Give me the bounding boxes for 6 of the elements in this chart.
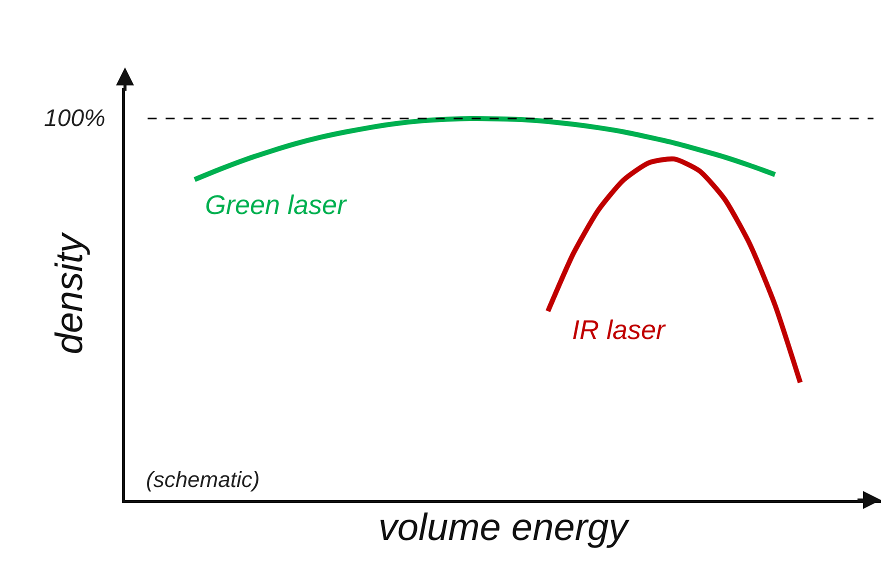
x-axis-title: volume energy (378, 507, 630, 550)
y-axis-title: density (49, 232, 92, 354)
annotation: (schematic) (146, 467, 260, 492)
series-label: Green laser (205, 190, 348, 220)
ref-line-label: 100% (44, 105, 106, 132)
series-label: IR laser (572, 315, 666, 345)
